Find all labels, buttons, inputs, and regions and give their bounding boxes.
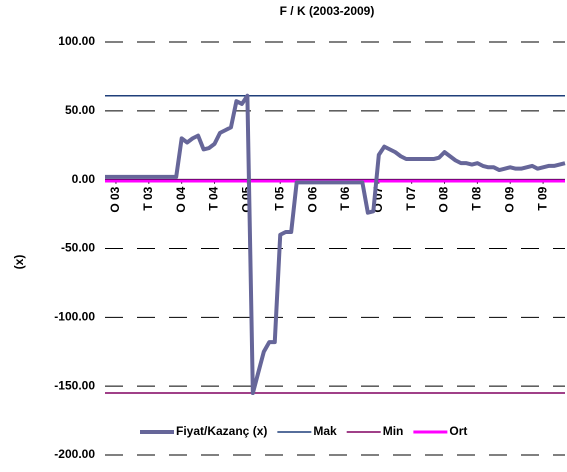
legend-label: Fiyat/Kazanç (x): [176, 424, 267, 438]
chart-title: F / K (2003-2009): [280, 4, 375, 18]
x-tick-label: T 08: [470, 186, 484, 210]
legend-label: Min: [383, 424, 404, 438]
y-axis-label: (x): [12, 255, 26, 270]
x-tick-label: T 09: [535, 186, 549, 210]
x-tick-label: T 04: [207, 186, 221, 210]
x-tick-label: T 06: [338, 186, 352, 210]
y-tick-label: 100.00: [58, 34, 95, 48]
legend-label: Ort: [449, 424, 467, 438]
series-line: [105, 93, 566, 396]
x-tick-label: O 03: [108, 186, 122, 212]
x-tick-label: T 05: [272, 186, 286, 210]
y-tick-label: -50.00: [61, 241, 95, 255]
y-tick-label: 50.00: [65, 103, 95, 117]
x-tick-label: T 07: [404, 186, 418, 210]
x-tick-label: O 04: [174, 186, 188, 212]
y-tick-label: -100.00: [54, 310, 95, 324]
x-tick-label: O 08: [437, 186, 451, 212]
y-tick-label: 0.00: [72, 172, 96, 186]
x-tick-label: T 03: [141, 186, 155, 210]
y-tick-label: -150.00: [54, 378, 95, 392]
x-tick-label: O 09: [502, 186, 516, 212]
legend-label: Mak: [313, 424, 337, 438]
x-tick-label: O 06: [305, 186, 319, 212]
y-tick-label: -200.00: [54, 447, 95, 461]
